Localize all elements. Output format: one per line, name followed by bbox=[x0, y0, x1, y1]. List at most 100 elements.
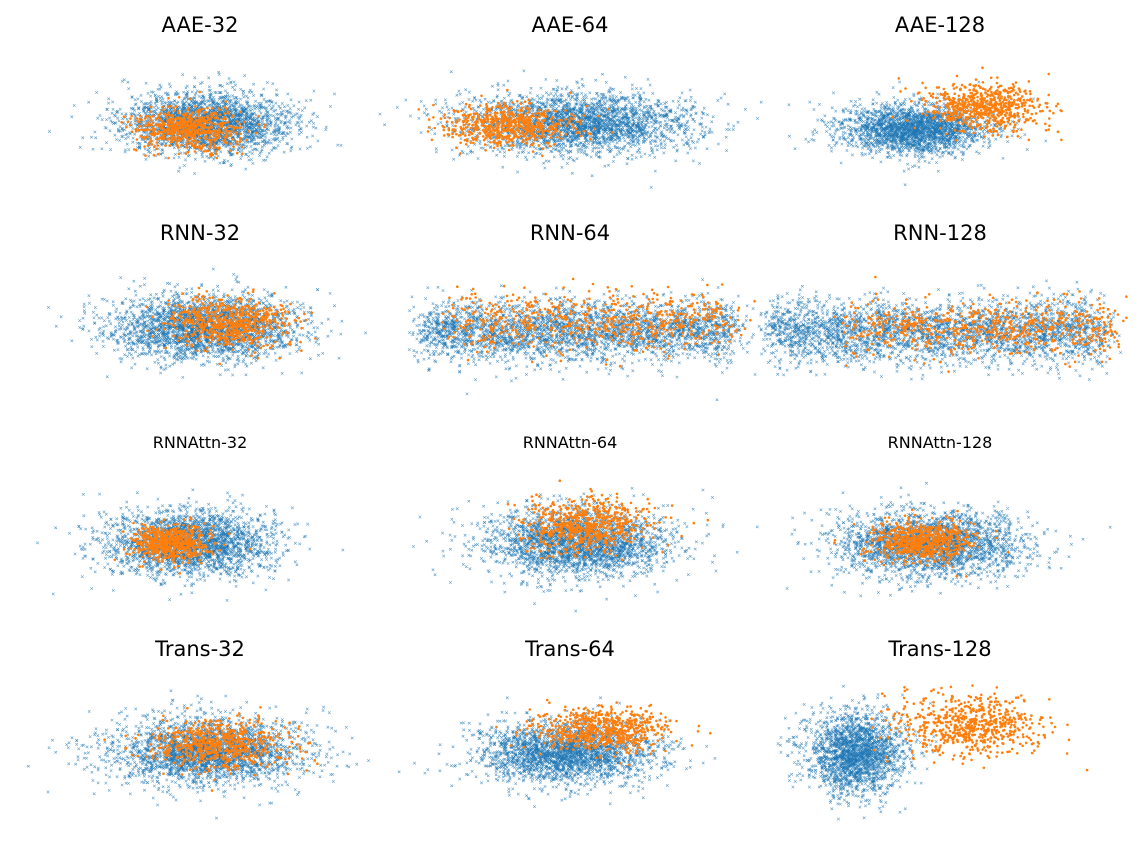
data-point bbox=[300, 114, 303, 117]
data-point bbox=[144, 148, 147, 151]
data-point bbox=[87, 101, 90, 104]
data-point bbox=[184, 159, 187, 162]
data-point bbox=[155, 148, 158, 151]
data-point bbox=[150, 101, 153, 104]
data-point bbox=[214, 111, 217, 114]
data-point bbox=[258, 110, 261, 113]
data-point bbox=[300, 120, 303, 123]
data-point bbox=[178, 156, 181, 159]
data-point bbox=[160, 119, 163, 122]
data-point bbox=[129, 117, 132, 120]
data-point bbox=[333, 93, 336, 96]
data-point bbox=[229, 104, 232, 107]
data-point bbox=[246, 112, 249, 115]
data-point bbox=[161, 106, 164, 109]
data-point bbox=[263, 126, 266, 129]
data-point bbox=[168, 144, 171, 147]
data-point bbox=[181, 73, 184, 76]
data-point bbox=[202, 108, 205, 111]
data-point bbox=[161, 124, 164, 127]
data-point bbox=[187, 155, 190, 158]
data-point bbox=[162, 128, 165, 131]
data-point bbox=[231, 86, 234, 89]
data-point bbox=[555, 148, 558, 151]
data-point bbox=[213, 138, 216, 141]
data-point bbox=[427, 113, 430, 116]
data-point bbox=[202, 132, 205, 135]
data-point bbox=[145, 136, 148, 139]
data-point bbox=[125, 137, 128, 140]
data-point bbox=[204, 119, 207, 122]
data-point bbox=[243, 74, 246, 77]
data-point bbox=[132, 141, 135, 144]
data-point bbox=[189, 131, 192, 134]
data-point bbox=[187, 107, 190, 110]
data-point bbox=[159, 99, 162, 102]
data-point bbox=[221, 132, 224, 135]
data-point bbox=[169, 85, 172, 88]
data-point bbox=[188, 115, 191, 118]
data-point bbox=[116, 117, 119, 120]
data-point bbox=[282, 136, 285, 139]
data-point bbox=[173, 157, 176, 160]
data-point bbox=[125, 112, 128, 115]
data-point bbox=[198, 132, 201, 135]
data-point bbox=[208, 86, 211, 89]
data-point bbox=[48, 130, 51, 133]
data-point bbox=[160, 103, 163, 106]
data-point bbox=[279, 107, 282, 110]
data-point bbox=[229, 147, 232, 150]
data-point bbox=[148, 129, 151, 132]
data-point bbox=[241, 104, 244, 107]
data-point bbox=[157, 133, 160, 136]
data-point bbox=[162, 131, 165, 134]
data-point bbox=[144, 154, 147, 157]
data-point bbox=[154, 132, 157, 135]
data-point bbox=[241, 129, 244, 132]
data-point bbox=[268, 152, 271, 155]
data-point bbox=[112, 108, 115, 111]
data-point bbox=[150, 133, 153, 136]
data-point bbox=[289, 131, 292, 134]
data-point bbox=[167, 127, 170, 130]
data-point bbox=[240, 126, 243, 129]
data-point bbox=[110, 120, 113, 123]
data-point bbox=[225, 130, 228, 133]
data-point bbox=[220, 122, 223, 125]
data-point bbox=[119, 108, 122, 111]
data-point bbox=[499, 150, 502, 153]
data-point bbox=[251, 149, 254, 152]
data-point bbox=[187, 151, 190, 154]
data-point bbox=[298, 133, 301, 136]
data-point bbox=[208, 126, 211, 129]
data-point bbox=[171, 125, 174, 128]
data-point bbox=[109, 148, 112, 151]
data-point bbox=[150, 91, 153, 94]
data-point bbox=[232, 146, 235, 149]
data-point bbox=[164, 131, 167, 134]
data-point bbox=[219, 114, 222, 117]
data-point bbox=[709, 128, 712, 131]
data-point bbox=[248, 159, 251, 162]
data-point bbox=[148, 102, 151, 105]
data-point bbox=[562, 154, 565, 157]
data-point bbox=[336, 144, 339, 147]
data-point bbox=[297, 108, 300, 111]
data-point bbox=[227, 112, 230, 115]
data-point bbox=[185, 143, 188, 146]
data-point bbox=[272, 82, 275, 85]
data-point bbox=[177, 121, 180, 124]
data-point bbox=[206, 107, 209, 110]
data-point bbox=[264, 124, 267, 127]
data-point bbox=[241, 146, 244, 149]
data-point bbox=[236, 120, 239, 123]
data-point bbox=[167, 157, 170, 160]
data-point bbox=[276, 134, 279, 137]
data-point bbox=[252, 162, 255, 165]
data-point bbox=[167, 105, 170, 108]
data-point bbox=[250, 145, 253, 148]
data-point bbox=[136, 120, 139, 123]
data-point bbox=[137, 98, 140, 101]
data-point bbox=[310, 99, 313, 102]
data-point bbox=[123, 79, 126, 82]
